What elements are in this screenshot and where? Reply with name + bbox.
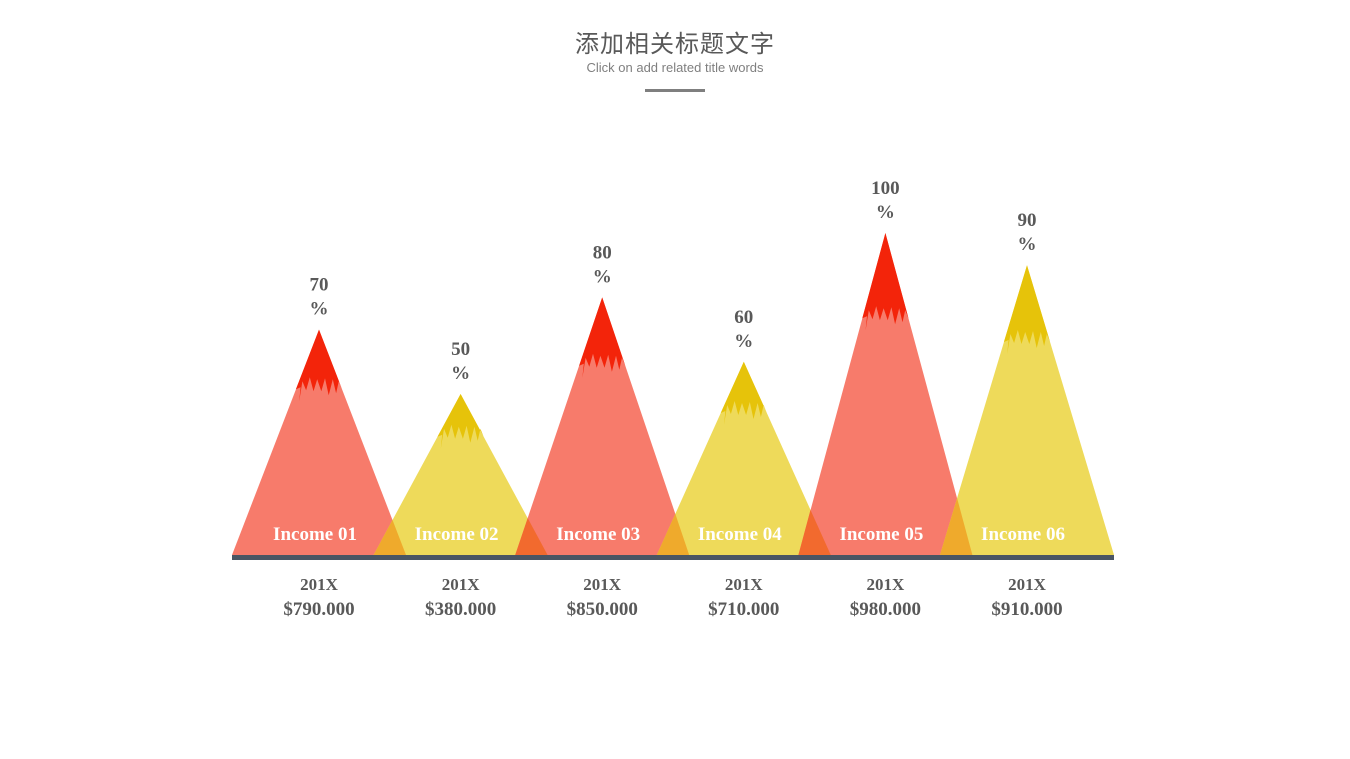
- amount-label: $850.000: [567, 599, 638, 620]
- year-label: 201X: [867, 575, 906, 594]
- mountain-overlap: [373, 520, 406, 555]
- chart-header: 添加相关标题文字 Click on add related title word…: [0, 28, 1350, 92]
- mountain-body: [656, 361, 831, 555]
- mountain-body: [232, 329, 406, 555]
- chart-baseline: [232, 555, 1114, 560]
- page-subtitle: Click on add related title words: [586, 60, 764, 75]
- mountain-body: [515, 297, 690, 555]
- amount-label: $910.000: [991, 599, 1062, 620]
- year-label: 201X: [725, 575, 764, 594]
- page-title: 添加相关标题文字: [575, 30, 775, 58]
- mountain-peak: [295, 329, 343, 402]
- mountain-peak: [862, 233, 909, 331]
- category-label: Income 03: [556, 524, 640, 545]
- mountain-layer: [232, 233, 1114, 555]
- text-layer: 70 % Income 01 201X $790.000 50 % Income 02 201X…: [273, 178, 1065, 620]
- overlap-layer: [373, 498, 973, 555]
- year-label: 201X: [300, 575, 339, 594]
- mountain-overlap: [656, 513, 690, 555]
- year-label: 201X: [1008, 575, 1047, 594]
- mountain-overlap: [515, 518, 548, 555]
- mountain-body: [798, 233, 973, 555]
- amount-label: $980.000: [850, 599, 921, 620]
- title-underline: [645, 89, 705, 92]
- category-label: Income 04: [698, 524, 782, 545]
- amount-label: $380.000: [425, 599, 496, 620]
- value-label: 100%: [871, 178, 900, 223]
- mountain-peak: [437, 394, 484, 449]
- mountain-peak: [1003, 265, 1051, 354]
- category-label: Income 02: [415, 524, 499, 545]
- mountain-2: [373, 394, 548, 555]
- amount-label: $790.000: [283, 599, 354, 620]
- value-label: 90%: [1018, 210, 1037, 255]
- value-label: 70%: [310, 275, 329, 320]
- mountain-overlap: [940, 498, 973, 555]
- mountain-peak: [720, 361, 767, 425]
- category-label: Income 05: [839, 524, 923, 545]
- amount-label: $710.000: [708, 599, 779, 620]
- mountain-6: [940, 265, 1114, 555]
- value-label: 50%: [451, 339, 470, 384]
- mountain-overlap: [798, 510, 831, 555]
- mountain-5: [798, 233, 973, 555]
- mountain-1: [232, 329, 406, 555]
- mountain-peak: [579, 297, 626, 378]
- value-label: 60%: [734, 307, 753, 352]
- mountain-body: [940, 265, 1114, 555]
- value-label: 80%: [593, 242, 612, 287]
- mountain-4: [656, 361, 831, 555]
- year-label: 201X: [442, 575, 481, 594]
- mountain-body: [373, 394, 548, 555]
- category-label: Income 06: [981, 524, 1065, 545]
- mountain-3: [515, 297, 690, 555]
- category-label: Income 01: [273, 524, 357, 545]
- year-label: 201X: [583, 575, 622, 594]
